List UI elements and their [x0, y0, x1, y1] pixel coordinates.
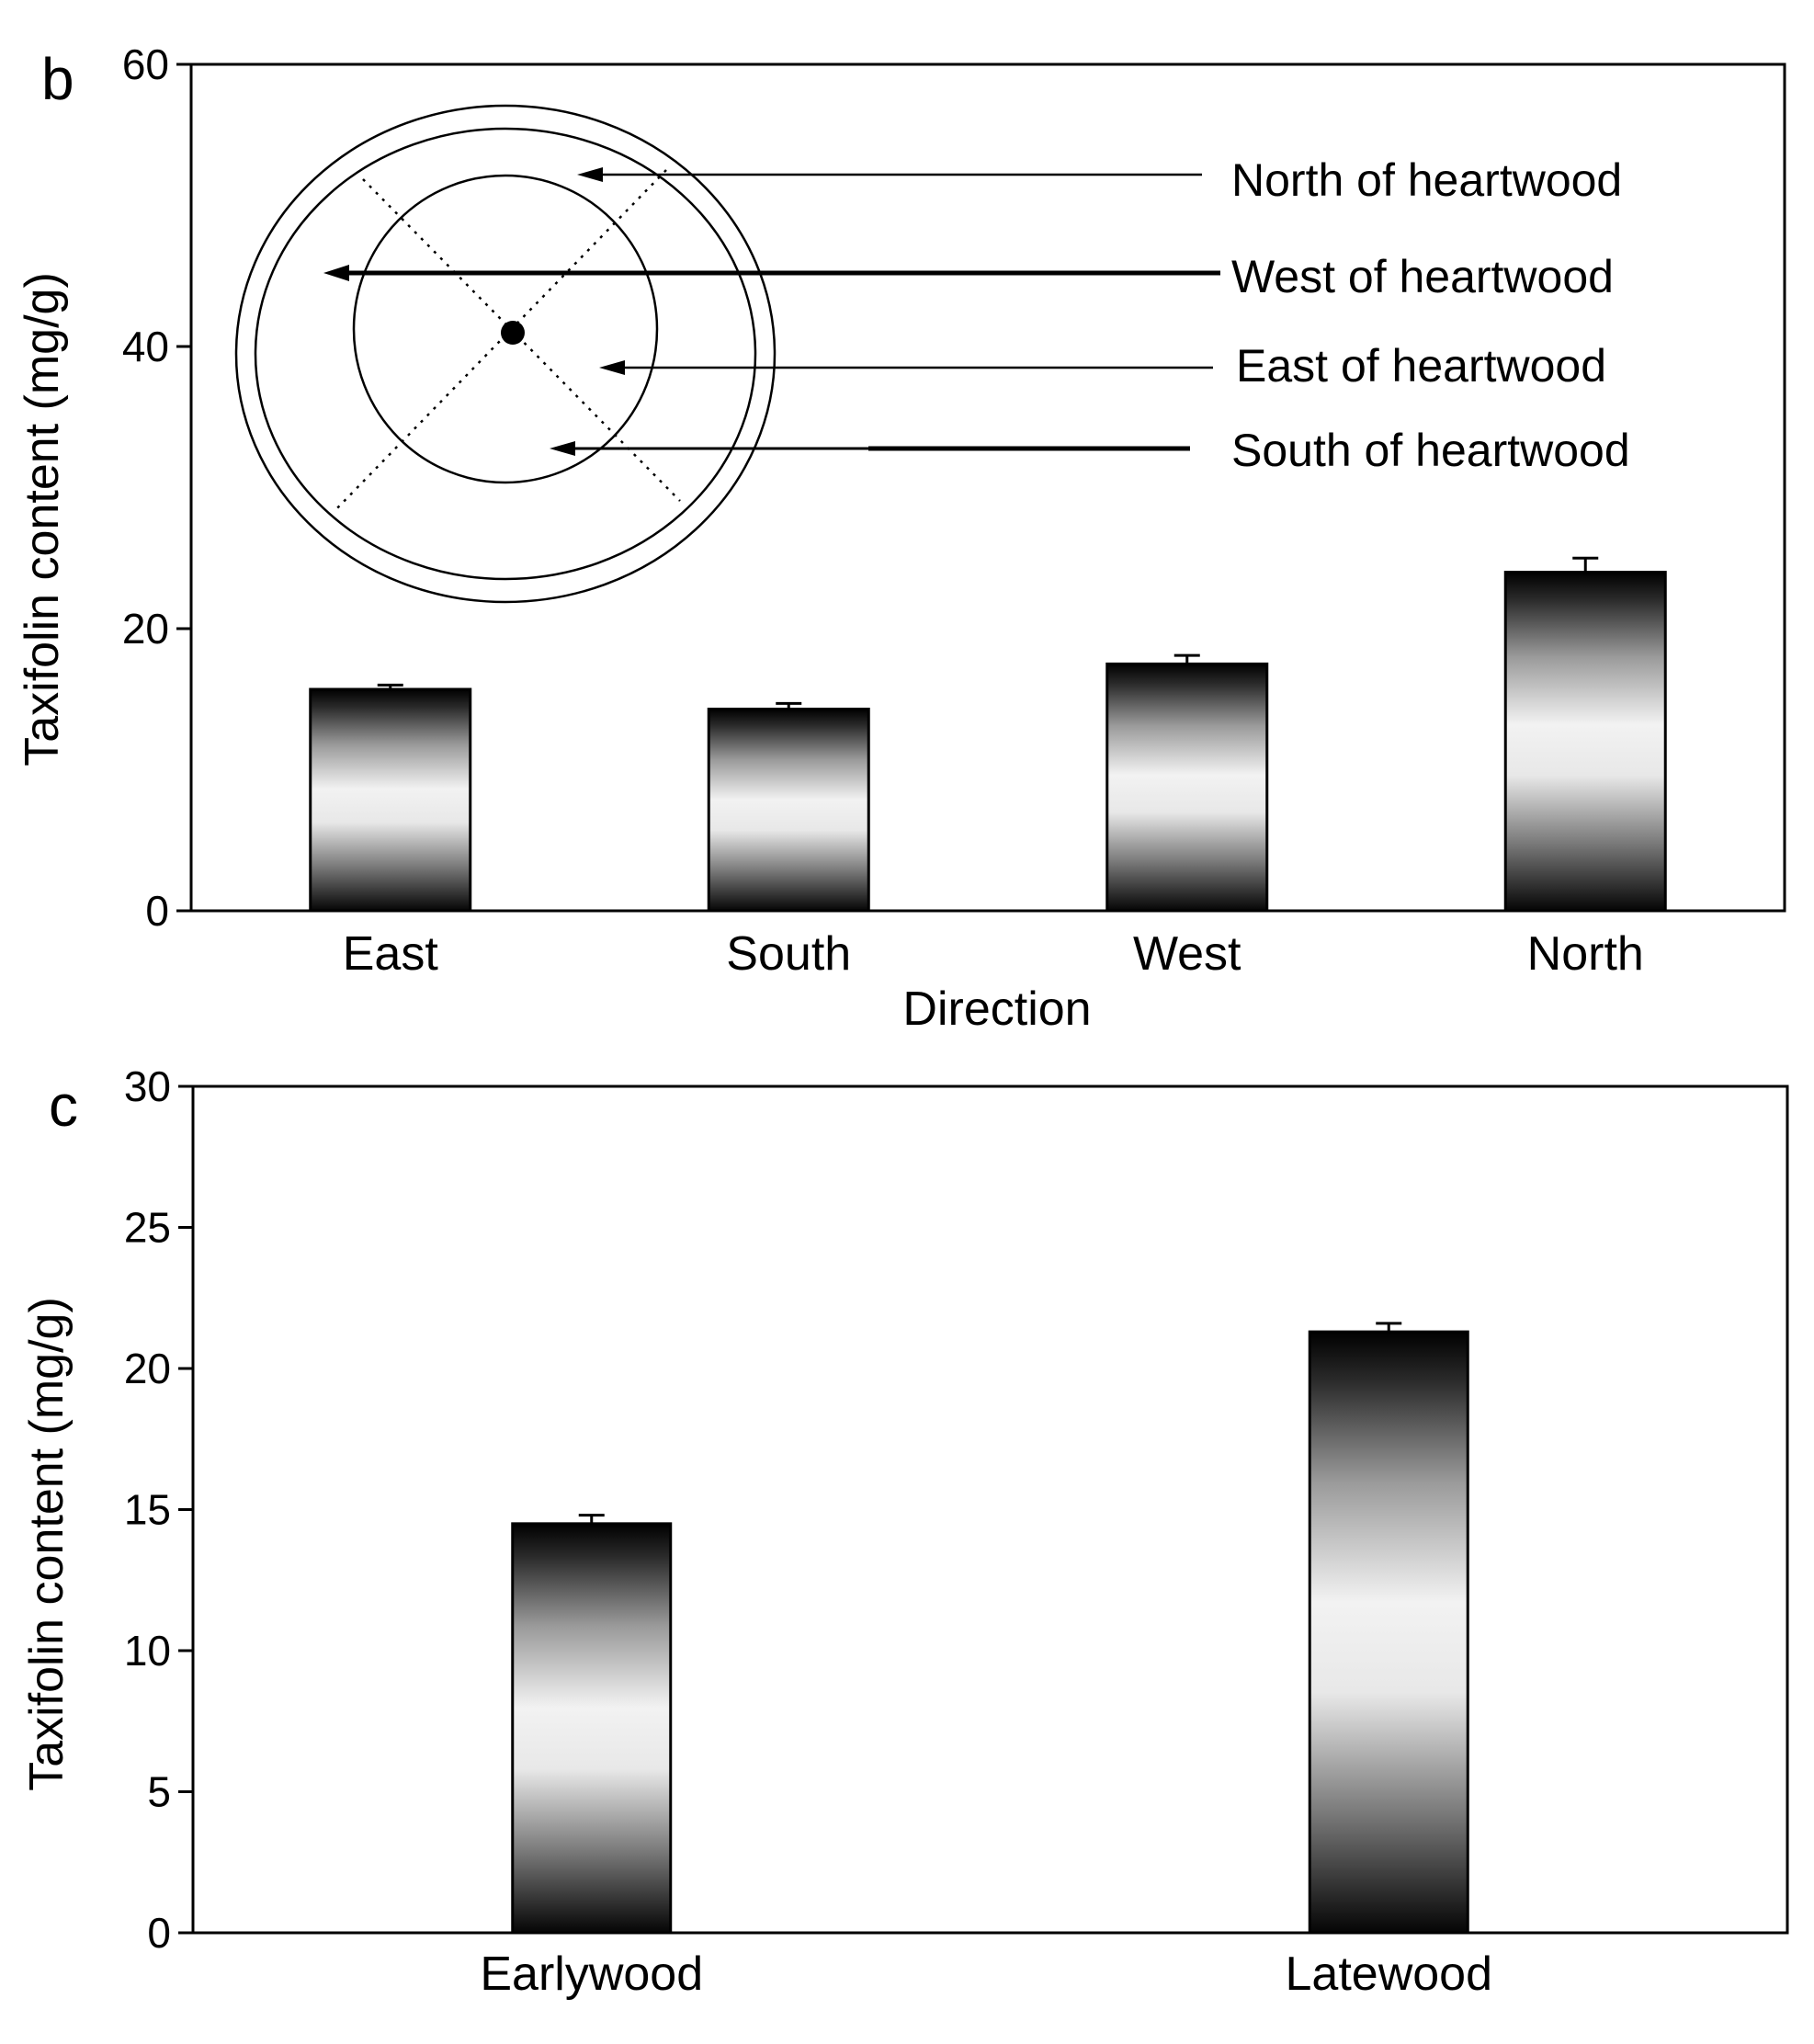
panel-b-y-axis-title: Taxifolin content (mg/g)	[16, 272, 69, 766]
x-category-label: Earlywood	[480, 1947, 703, 2001]
bar-east	[309, 687, 472, 913]
panel-c-y-axis-title: Taxifolin content (mg/g)	[20, 1297, 74, 1791]
bar-north	[1503, 571, 1667, 913]
inset-diagonal-2	[334, 169, 667, 511]
y-tick-label: 0	[145, 887, 169, 935]
x-category-label: North	[1527, 927, 1644, 981]
y-tick-label: 30	[124, 1062, 171, 1110]
arrow-west	[323, 265, 1220, 281]
panel-b-chart: b 0 20 40 60 East South West North Direction T…	[16, 40, 1786, 1036]
panel-b-bars	[309, 556, 1667, 913]
panel-c-category-labels: Earlywood Latewood	[480, 1947, 1492, 2001]
inset-diagonal-1	[362, 178, 681, 502]
bar-latewood	[1308, 1330, 1469, 1935]
x-category-label: West	[1133, 927, 1241, 981]
x-category-label: South	[726, 927, 851, 981]
bar-earlywood	[511, 1522, 673, 1935]
panel-b-letter: b	[41, 46, 74, 112]
y-tick-label: 0	[147, 1909, 171, 1957]
panel-b-y-ticks: 0 20 40 60	[122, 40, 191, 935]
inset-middle-ring	[254, 127, 757, 581]
cross-section-inset: North of heartwood West of heartwood Eas…	[234, 104, 1630, 604]
x-category-label: Latewood	[1285, 1947, 1492, 2001]
arrow-east	[599, 360, 1213, 375]
y-tick-label: 10	[124, 1627, 171, 1675]
panel-b-category-labels: East South West North	[343, 927, 1644, 981]
panel-b-plot-frame	[189, 62, 1786, 913]
arrow-north	[577, 167, 1202, 182]
y-tick-label: 40	[122, 323, 169, 370]
panel-c-chart: c 0 5 10 15 20 25 30 Earlywood Latewood Taxifol…	[20, 1062, 1789, 2001]
y-tick-label: 25	[124, 1204, 171, 1252]
panel-c-y-ticks: 0 5 10 15 20 25 30	[124, 1062, 193, 1957]
panel-c-letter: c	[49, 1073, 78, 1139]
bar-south	[707, 707, 870, 913]
panel-c-bars	[511, 1322, 1469, 1935]
y-tick-label: 15	[124, 1486, 171, 1534]
arrow-south	[550, 441, 1190, 456]
y-tick-label: 20	[124, 1345, 171, 1392]
inset-label-east: East of heartwood	[1236, 340, 1606, 392]
bar-west	[1105, 662, 1269, 913]
y-tick-label: 20	[122, 605, 169, 653]
inset-pith-dot	[501, 321, 525, 345]
x-category-label: East	[343, 927, 439, 981]
inset-label-south: South of heartwood	[1231, 425, 1630, 476]
inset-outer-ring	[234, 104, 777, 604]
inset-heartwood-ring	[352, 174, 659, 484]
panel-c-plot-frame	[191, 1084, 1789, 1935]
panel-b-x-axis-title: Direction	[902, 982, 1091, 1036]
inset-label-west: West of heartwood	[1231, 251, 1614, 302]
y-tick-label: 5	[147, 1768, 171, 1816]
y-tick-label: 60	[122, 40, 169, 88]
inset-label-north: North of heartwood	[1231, 154, 1622, 206]
